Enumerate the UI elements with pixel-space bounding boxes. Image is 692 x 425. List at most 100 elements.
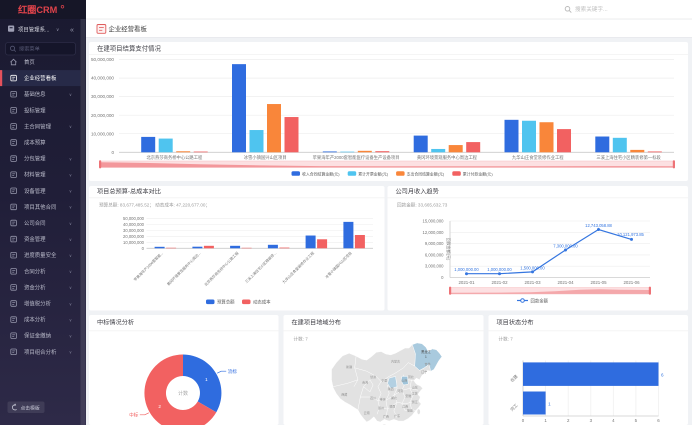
svg-text:福建: 福建	[407, 408, 413, 413]
svg-text:6,000,000: 6,000,000	[425, 252, 444, 257]
svg-text:资金管理: 资金管理	[24, 235, 46, 243]
svg-text:2021-01: 2021-01	[458, 280, 475, 285]
svg-text:吉林: 吉林	[424, 361, 430, 366]
svg-text:2021-02: 2021-02	[491, 280, 508, 285]
svg-text:红圈CRM: 红圈CRM	[18, 4, 58, 15]
svg-text:收入合同结算金额(元): 收入合同结算金额(元)	[302, 171, 340, 176]
svg-text:∨: ∨	[69, 189, 72, 194]
svg-text:投标管理: 投标管理	[24, 106, 46, 114]
svg-text:江苏: 江苏	[412, 391, 418, 396]
svg-text:三溪上海住宅小区精装修第一标段: 三溪上海住宅小区精装修第一标段	[596, 154, 661, 161]
svg-text:7,300,000.00: 7,300,000.00	[553, 244, 578, 249]
svg-text:1: 1	[425, 355, 427, 359]
svg-text:动态成本: 动态成本	[253, 299, 271, 306]
svg-text:∨: ∨	[69, 124, 72, 129]
svg-text:累计开票金额(元): 累计开票金额(元)	[358, 171, 389, 176]
svg-text:北京燕莎商务桥中心公路工程: 北京燕莎商务桥中心公路工程	[146, 154, 203, 161]
svg-text:重庆: 重庆	[380, 397, 386, 402]
svg-text:计数: 7: 计数: 7	[294, 336, 309, 343]
svg-text:完工: 完工	[509, 402, 520, 413]
svg-text:∨: ∨	[69, 156, 72, 161]
svg-text:公司月收入趋势: 公司月收入趋势	[396, 188, 439, 196]
svg-text:3,000,000: 3,000,000	[425, 264, 444, 269]
svg-text:首页: 首页	[24, 58, 35, 66]
svg-text:12,743,058.88: 12,743,058.88	[585, 223, 612, 228]
svg-text:∨: ∨	[69, 221, 72, 226]
svg-text:∨: ∨	[69, 317, 72, 322]
svg-text:企业经营看板: 企业经营看板	[24, 74, 57, 82]
svg-text:3: 3	[590, 418, 593, 423]
svg-text:2: 2	[567, 418, 570, 423]
svg-text:0: 0	[522, 418, 525, 423]
svg-text:浙江: 浙江	[412, 399, 418, 404]
svg-text:成本预算: 成本预算	[24, 139, 46, 147]
svg-text:2021-05: 2021-05	[590, 280, 607, 285]
svg-text:40,000,000: 40,000,000	[91, 76, 114, 81]
svg-text:2021-03: 2021-03	[524, 280, 541, 285]
svg-text:河北: 河北	[408, 374, 414, 379]
svg-text:累计付款金额(元): 累计付款金额(元)	[463, 171, 494, 176]
svg-text:∨: ∨	[69, 237, 72, 242]
svg-text:搜索关键字...: 搜索关键字...	[575, 5, 608, 13]
svg-text:黄冈环境景观服务中心周边工程: 黄冈环境景观服务中心周边工程	[417, 154, 478, 161]
svg-text:∨: ∨	[69, 92, 72, 97]
svg-text:中标: 中标	[129, 411, 139, 418]
svg-text:30,000,000: 30,000,000	[91, 94, 114, 99]
svg-text:中标情况分析: 中标情况分析	[97, 319, 134, 327]
svg-text:1,000,000.00: 1,000,000.00	[454, 267, 479, 272]
svg-text:湖北: 湖北	[391, 395, 397, 400]
svg-text:12,000,000: 12,000,000	[423, 230, 445, 235]
svg-text:∨: ∨	[69, 173, 72, 178]
svg-text:项目其他合同: 项目其他合同	[24, 203, 56, 211]
svg-text:预算总额: 83,677,485.52； 动态成本: 4: 预算总额: 83,677,485.52； 动态成本: 47,220,677.00…	[99, 202, 210, 209]
svg-text:山东: 山东	[412, 384, 418, 389]
svg-text:设备管理: 设备管理	[24, 187, 46, 195]
svg-text:计数: 7: 计数: 7	[499, 336, 514, 343]
svg-text:资金分析: 资金分析	[24, 283, 46, 291]
svg-text:陕西: 陕西	[388, 386, 394, 391]
svg-text:30,000,000: 30,000,000	[123, 228, 145, 233]
svg-text:项目状态分布: 项目状态分布	[497, 319, 534, 327]
svg-text:回款金额: 33,665,632.73: 回款金额: 33,665,632.73	[397, 202, 448, 209]
svg-text:辽宁: 辽宁	[421, 369, 427, 374]
svg-text:20,000,000: 20,000,000	[123, 234, 145, 239]
svg-text:∨: ∨	[69, 269, 72, 274]
svg-text:增值税分析: 增值税分析	[24, 300, 52, 308]
svg-text:0: 0	[111, 150, 114, 155]
svg-text:企业经营看板: 企业经营看板	[109, 24, 148, 33]
svg-text:1,500,000.00: 1,500,000.00	[520, 265, 545, 270]
svg-text:青海: 青海	[362, 379, 368, 384]
svg-text:∨: ∨	[69, 205, 72, 210]
svg-text:在建项目结算支付情况: 在建项目结算支付情况	[97, 44, 162, 53]
svg-text:回款金额: 回款金额	[531, 298, 549, 305]
svg-text:∨: ∨	[69, 301, 72, 306]
svg-text:10,000,000: 10,000,000	[91, 131, 114, 136]
svg-text:20,000,000: 20,000,000	[91, 113, 114, 118]
svg-text:项目总预算-总成本对比: 项目总预算-总成本对比	[97, 188, 161, 196]
svg-text:分包管理: 分包管理	[24, 155, 46, 163]
svg-text:∨: ∨	[69, 334, 72, 339]
svg-text:广西: 广西	[383, 414, 389, 419]
svg-text:项目组合分析: 项目组合分析	[24, 348, 57, 356]
svg-text:0: 0	[142, 246, 145, 251]
svg-text:九华山庄食堂装修作业工程: 九华山庄食堂装修作业工程	[512, 154, 564, 161]
svg-text:回款金额(元): 回款金额(元)	[446, 238, 452, 261]
svg-text:0: 0	[441, 275, 444, 280]
svg-text:点击模版: 点击模版	[21, 405, 40, 412]
svg-text:合同分析: 合同分析	[24, 267, 46, 275]
svg-text:流标: 流标	[228, 368, 238, 375]
svg-text:1: 1	[544, 418, 547, 423]
svg-text:∨: ∨	[69, 350, 72, 355]
svg-text:50,000,000: 50,000,000	[123, 216, 145, 221]
svg-text:15,000,000: 15,000,000	[423, 219, 445, 224]
svg-text:西藏: 西藏	[341, 391, 347, 396]
svg-text:40,000,000: 40,000,000	[123, 222, 145, 227]
svg-text:广东: 广东	[394, 413, 400, 418]
svg-text:1: 1	[205, 377, 208, 382]
svg-text:湖南: 湖南	[389, 403, 395, 408]
svg-text:4: 4	[612, 418, 615, 423]
svg-text:四川: 四川	[370, 396, 376, 400]
svg-text:苹果海年产2000套智能医疗设备生产设备项目: 苹果海年产2000套智能医疗设备生产设备项目	[313, 154, 400, 161]
svg-text:云南: 云南	[364, 410, 370, 415]
svg-text:«: «	[70, 27, 74, 34]
